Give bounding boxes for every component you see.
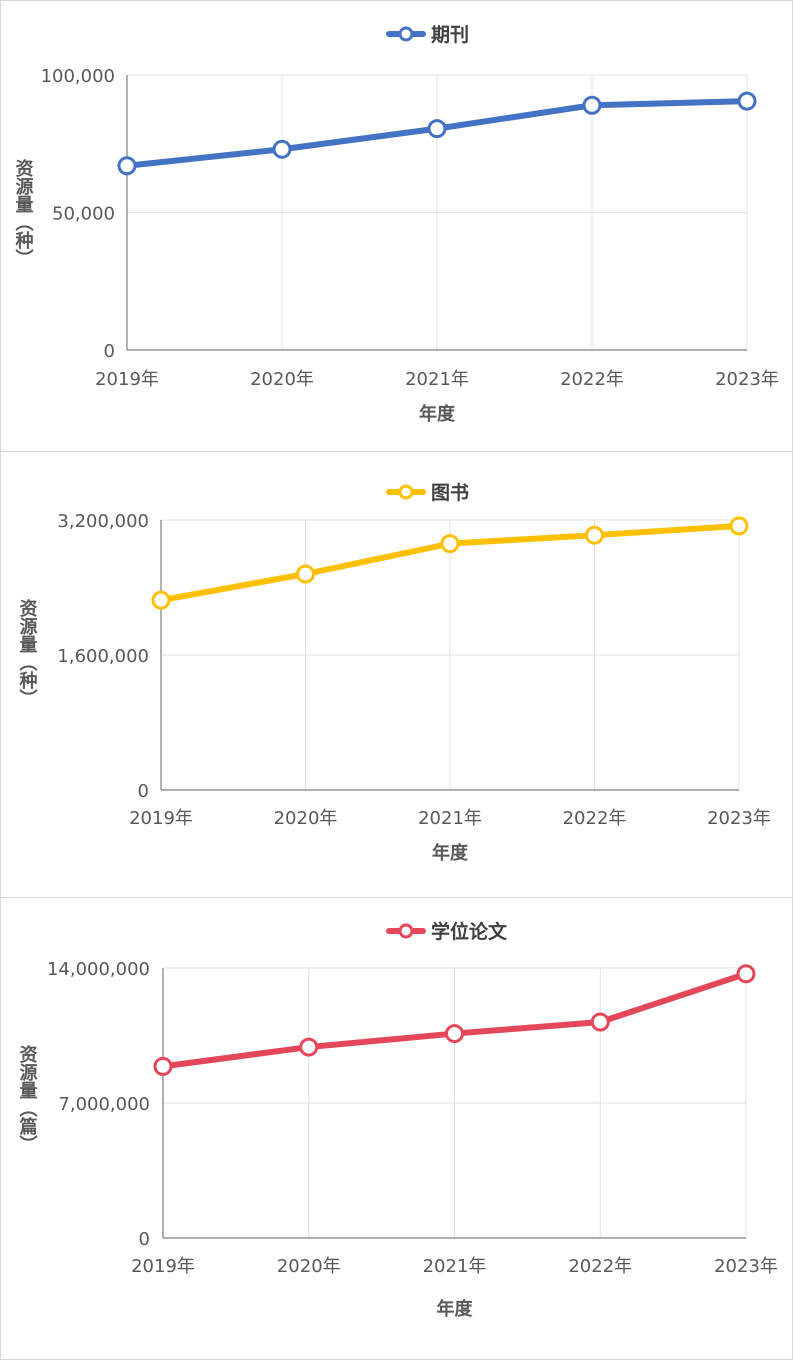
y-tick-label: 100,000 <box>41 66 115 87</box>
legend-marker <box>398 26 414 42</box>
data-point-marker <box>736 964 756 984</box>
y-tick-label: 50,000 <box>52 204 115 225</box>
data-point-marker <box>585 525 604 545</box>
y-tick-label: 1,600,000 <box>57 646 149 667</box>
data-point-marker <box>296 564 315 584</box>
journals-line-chart: 0 50,000 100,000 2019年 2020年 2021年 2022年 2023年年… <box>13 24 779 425</box>
legend-label: 学位论文 <box>431 920 508 943</box>
data-point-marker <box>153 1056 173 1076</box>
data-point-marker <box>151 590 171 610</box>
data-point-marker <box>445 1024 464 1044</box>
x-axis-title: 年度 <box>432 842 469 864</box>
legend-label: 图书 <box>431 482 469 504</box>
theses-line-chart: 0 7,000,000 14,000,000 2019年 2020年 2021年 2022年… <box>17 920 778 1320</box>
data-point-marker <box>590 1012 610 1032</box>
x-axis-title: 年度 <box>437 1298 474 1320</box>
y-tick-label: 0 <box>138 781 149 802</box>
x-tick-label: 2019年 <box>131 1256 195 1277</box>
x-tick-label: 2021年 <box>418 808 482 829</box>
x-tick-label: 2020年 <box>274 808 338 829</box>
x-tick-label: 2019年 <box>95 369 159 390</box>
data-point-marker <box>117 156 137 176</box>
legend-label: 期刊 <box>431 24 469 46</box>
x-tick-label: 2022年 <box>568 1256 632 1277</box>
data-point-marker <box>299 1037 319 1057</box>
data-point-marker <box>737 91 757 111</box>
x-tick-label: 2020年 <box>250 369 314 390</box>
y-axis-title: 资源量（种） <box>17 598 39 707</box>
y-tick-label: 0 <box>139 1229 150 1250</box>
data-point-marker <box>272 139 292 159</box>
data-point-marker <box>582 95 602 115</box>
theses-chart-panel: 0 7,000,000 14,000,000 2019年 2020年 2021年 2022年… <box>0 897 793 1360</box>
y-axis-title: 资源量（篇） <box>17 1044 38 1153</box>
x-tick-label: 2019年 <box>129 808 193 829</box>
x-axis-title: 年度 <box>419 403 456 425</box>
legend-marker <box>398 484 414 500</box>
x-tick-label: 2021年 <box>423 1256 487 1277</box>
books-line-chart: 0 1,600,000 3,200,000 2019年 2020年 2021年 2022年 2… <box>17 482 771 864</box>
x-tick-label: 2020年 <box>277 1256 341 1277</box>
legend-marker <box>398 923 414 939</box>
data-point-marker <box>427 119 447 139</box>
journals-chart-panel: 0 50,000 100,000 2019年 2020年 2021年 2022年 2023年年… <box>0 0 793 452</box>
x-tick-label: 2023年 <box>715 369 779 390</box>
y-tick-label: 7,000,000 <box>58 1094 150 1115</box>
y-tick-label: 14,000,000 <box>47 959 150 980</box>
y-tick-label: 0 <box>104 341 115 362</box>
y-axis-title: 资源量（种） <box>13 158 35 267</box>
x-tick-label: 2023年 <box>707 808 771 829</box>
books-chart-panel: 0 1,600,000 3,200,000 2019年 2020年 2021年 2022年 2… <box>0 451 793 898</box>
y-tick-label: 3,200,000 <box>57 511 149 532</box>
x-tick-label: 2021年 <box>405 369 469 390</box>
x-tick-label: 2022年 <box>563 808 627 829</box>
x-tick-label: 2022年 <box>560 369 624 390</box>
x-tick-label: 2023年 <box>714 1256 778 1277</box>
data-point-marker <box>440 534 460 554</box>
data-point-marker <box>729 516 749 536</box>
